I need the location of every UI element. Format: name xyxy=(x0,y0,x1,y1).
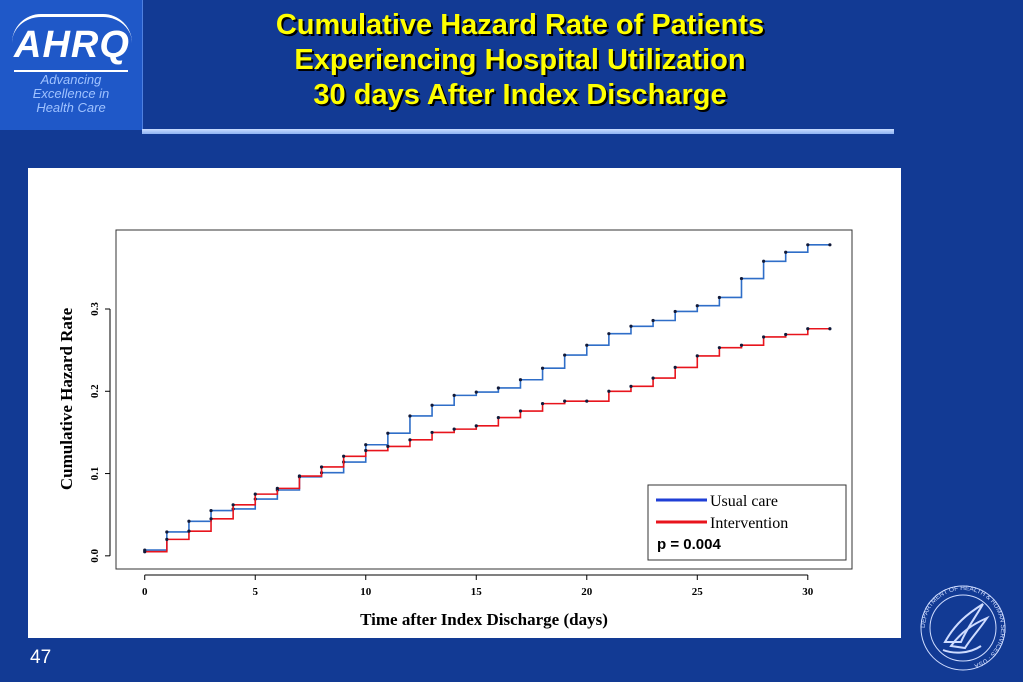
data-point-intervention xyxy=(452,427,456,431)
p-value-annotation: p = 0.004 xyxy=(657,536,721,553)
data-point-usual-care xyxy=(585,343,589,347)
data-point-usual-care xyxy=(563,353,567,357)
x-tick-label: 25 xyxy=(692,586,704,598)
data-point-intervention xyxy=(806,327,810,331)
logo-underline xyxy=(14,70,128,72)
data-point-intervention xyxy=(408,438,412,442)
data-point-intervention xyxy=(761,335,766,339)
data-point-intervention xyxy=(563,399,567,403)
data-point-usual-care xyxy=(364,443,368,447)
data-point-usual-care xyxy=(739,276,744,281)
data-point-usual-care xyxy=(784,250,788,254)
data-point-usual-care xyxy=(540,366,545,370)
data-point-intervention xyxy=(297,474,302,478)
data-point-intervention xyxy=(518,409,523,413)
data-point-intervention xyxy=(496,416,500,420)
legend-label-usual-care: Usual care xyxy=(710,493,778,510)
data-point-usual-care xyxy=(761,259,766,263)
x-tick-label: 30 xyxy=(802,586,814,598)
slide-title-line: Cumulative Hazard Rate of Patients xyxy=(275,9,765,41)
data-point-usual-care xyxy=(717,295,721,300)
data-point-intervention xyxy=(165,537,169,541)
data-point-usual-care xyxy=(629,324,633,328)
axes: 0 5 10 15 20 25 30 0.0 0.1 0.2 0.3 xyxy=(89,302,814,598)
legend-label-intervention: Intervention xyxy=(710,515,788,532)
data-point-intervention xyxy=(209,517,213,521)
data-point-usual-care xyxy=(695,304,699,308)
slide-title-line: 30 days After Index Discharge xyxy=(313,79,727,111)
x-axis-label: Time after Index Discharge (days) xyxy=(360,610,608,629)
y-tick-label: 0.3 xyxy=(89,302,101,316)
title-divider xyxy=(142,129,894,134)
data-point-intervention xyxy=(430,430,434,435)
ahrq-wordmark: AHRQ xyxy=(12,14,132,68)
data-point-usual-care xyxy=(165,530,169,534)
data-point-intervention xyxy=(319,465,324,469)
logo-tagline-line: Advancing xyxy=(40,72,102,87)
data-point-usual-care xyxy=(474,390,478,394)
logo-tagline-line: Health Care xyxy=(36,100,106,115)
page-number: 47 xyxy=(30,647,52,668)
data-point-intervention xyxy=(784,332,788,337)
data-point-usual-care xyxy=(408,414,412,418)
data-point-intervention xyxy=(253,492,257,496)
data-point-intervention xyxy=(187,529,191,533)
data-point-intervention xyxy=(651,376,655,380)
logo-tagline-line: Excellence in xyxy=(32,86,110,101)
y-tick-label: 0.1 xyxy=(89,467,101,481)
data-point-usual-care xyxy=(518,378,523,382)
hazard-chart: 0 5 10 15 20 25 30 0.0 0.1 0.2 0.3 Cumulative Haza… xyxy=(57,229,853,629)
data-point-intervention xyxy=(607,389,611,393)
series-line-usual-care xyxy=(144,244,830,551)
data-point-intervention xyxy=(364,448,368,453)
data-point-usual-care xyxy=(496,386,500,390)
data-point-usual-care xyxy=(673,309,677,314)
y-axis-label: Cumulative Hazard Rate xyxy=(57,307,76,490)
x-tick-label: 15 xyxy=(471,586,483,598)
x-tick-label: 5 xyxy=(252,586,258,598)
data-point-usual-care xyxy=(607,332,611,336)
data-point-intervention xyxy=(540,402,545,406)
data-point-usual-care xyxy=(209,508,213,513)
logo-arc xyxy=(12,14,132,43)
data-point-intervention xyxy=(474,424,478,428)
legend-box xyxy=(647,484,847,561)
x-tick-label: 10 xyxy=(360,586,372,598)
data-point-intervention xyxy=(342,454,346,458)
data-point-intervention xyxy=(717,346,721,350)
data-point-usual-care xyxy=(651,318,655,323)
data-point-intervention xyxy=(386,444,390,449)
data-point-intervention xyxy=(585,399,589,403)
data-point-usual-care xyxy=(386,431,390,435)
data-point-usual-care xyxy=(452,393,456,397)
data-point-intervention xyxy=(828,327,832,331)
data-point-usual-care xyxy=(430,403,434,407)
x-tick-label: 0 xyxy=(142,586,148,598)
plot-frame xyxy=(115,229,853,570)
series-layer xyxy=(143,243,832,554)
slide-title: Cumulative Hazard Rate of Patients Exper… xyxy=(150,8,890,113)
ahrq-logo: AHRQ Advancing Excellence in Health Care xyxy=(0,0,143,130)
y-tick-label: 0.0 xyxy=(89,548,101,562)
data-point-usual-care xyxy=(806,243,810,247)
slide-title-line: Experiencing Hospital Utilization xyxy=(294,44,746,76)
chart-panel: 0 5 10 15 20 25 30 0.0 0.1 0.2 0.3 Cumulative Haza… xyxy=(28,168,901,638)
data-point-intervention xyxy=(739,343,744,347)
hhs-seal-icon: DEPARTMENT OF HEALTH & HUMAN SERVICES · … xyxy=(920,585,1006,671)
data-point-intervention xyxy=(231,503,235,507)
x-tick-label: 20 xyxy=(581,586,593,598)
logo-tagline: Advancing Excellence in Health Care xyxy=(0,73,142,115)
data-point-intervention xyxy=(673,365,677,370)
data-point-usual-care xyxy=(828,243,832,247)
data-point-intervention xyxy=(629,384,633,388)
data-point-intervention xyxy=(275,486,279,490)
y-tick-label: 0.2 xyxy=(89,384,101,398)
data-point-usual-care xyxy=(187,519,191,523)
data-point-intervention xyxy=(143,550,147,554)
legend: Usual care Intervention p = 0.004 xyxy=(647,484,847,561)
data-point-intervention xyxy=(695,354,699,358)
